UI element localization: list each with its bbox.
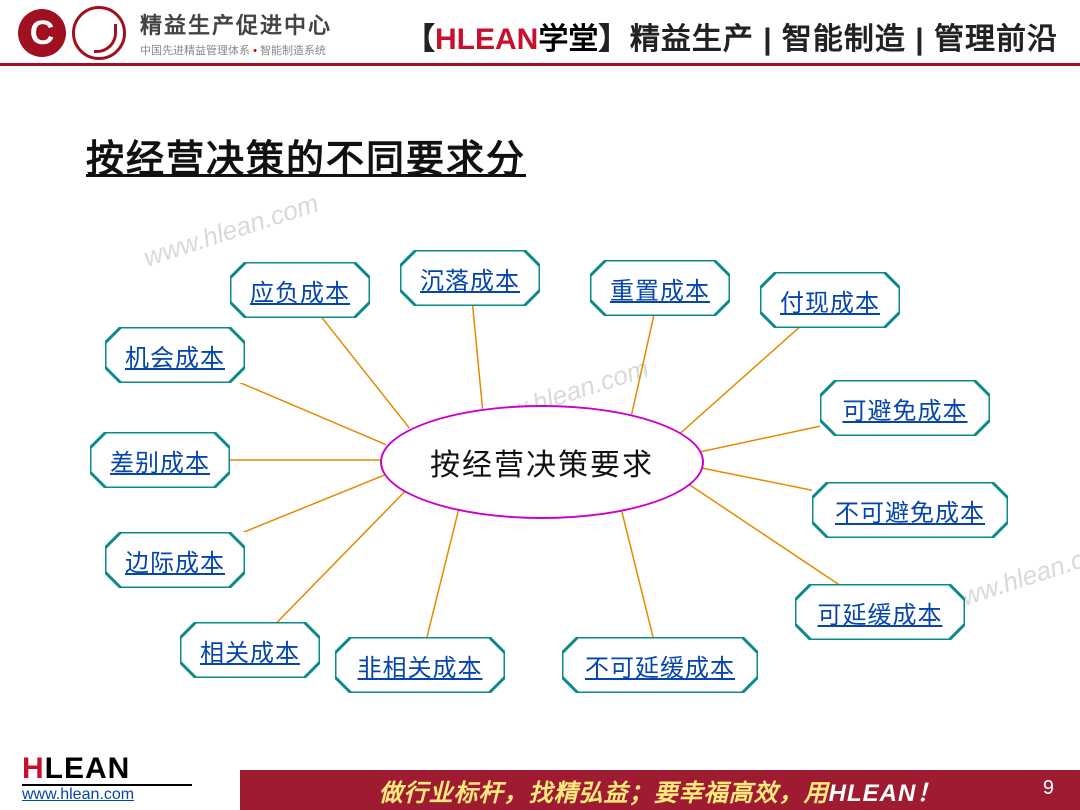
spoke-line	[632, 315, 654, 415]
org-sub: 中国先进精益管理体系 • 智能制造系统	[140, 42, 332, 58]
spoke-line	[270, 490, 407, 630]
cost-node-label: 应负成本	[242, 273, 358, 308]
spoke-line	[427, 507, 459, 637]
page-title: 按经营决策的不同要求分	[86, 128, 526, 183]
cost-node-n2: 沉落成本	[400, 250, 540, 306]
spoke-line	[621, 507, 653, 637]
page-number: 9	[1043, 777, 1054, 800]
cost-node-label: 可延缓成本	[810, 595, 951, 630]
header-right: 精益生产 | 智能制造 | 管理前沿	[630, 14, 1058, 58]
cost-node-label: 重置成本	[602, 271, 718, 306]
cost-node-label: 沉落成本	[412, 261, 528, 296]
cost-node-n3: 重置成本	[590, 260, 730, 316]
cost-node-n5: 机会成本	[105, 327, 245, 383]
org-text: 精益生产促进中心 中国先进精益管理体系 • 智能制造系统	[140, 8, 332, 58]
cost-node-n8: 不可避免成本	[812, 482, 1008, 538]
logo-ring-icon	[72, 6, 126, 60]
footer-bar: 做行业标杆，找精弘益；要幸福高效，用HLEAN！	[240, 770, 1080, 810]
cost-node-label: 差别成本	[102, 443, 218, 478]
slide: C 精益生产促进中心 中国先进精益管理体系 • 智能制造系统 【HLEAN学堂】…	[0, 0, 1080, 810]
header: C 精益生产促进中心 中国先进精益管理体系 • 智能制造系统 【HLEAN学堂】…	[0, 0, 1080, 66]
cost-node-label: 非相关成本	[350, 648, 491, 683]
cost-node-label: 相关成本	[192, 633, 308, 668]
cost-node-label: 可避免成本	[835, 391, 976, 426]
center-node-label: 按经营决策要求	[430, 440, 654, 484]
cost-node-label: 机会成本	[117, 338, 233, 373]
header-mid: 【HLEAN学堂】	[405, 14, 628, 58]
mindmap-diagram: 按经营决策要求 应负成本 沉落成本 重置成本 付现成本机会成本可避免成本差别成本不可避免…	[0, 200, 1080, 720]
cost-node-label: 付现成本	[772, 283, 888, 318]
org-main: 精益生产促进中心	[140, 8, 332, 40]
center-node: 按经营决策要求	[380, 405, 704, 519]
cost-node-label: 不可避免成本	[827, 493, 993, 528]
cost-node-n11: 相关成本	[180, 622, 320, 678]
spoke-line	[680, 319, 809, 434]
cost-node-n4: 付现成本	[760, 272, 900, 328]
cost-node-n1: 应负成本	[230, 262, 370, 318]
cost-node-n7: 差别成本	[90, 432, 230, 488]
footer: HLEAN www.hlean.com 做行业标杆，找精弘益；要幸福高效，用HL…	[0, 760, 1080, 810]
footer-logo: HLEAN www.hlean.com	[22, 752, 192, 804]
cost-node-n13: 不可延缓成本	[562, 637, 758, 693]
header-logo-block: C 精益生产促进中心 中国先进精益管理体系 • 智能制造系统	[18, 6, 332, 60]
cost-node-n10: 可延缓成本	[795, 584, 965, 640]
spoke-line	[473, 306, 483, 409]
cost-node-label: 边际成本	[117, 543, 233, 578]
cost-node-n9: 边际成本	[105, 532, 245, 588]
cost-node-label: 不可延缓成本	[577, 648, 743, 683]
logo-c-icon: C	[18, 9, 66, 57]
footer-url: www.hlean.com	[22, 786, 192, 804]
cost-node-n6: 可避免成本	[820, 380, 990, 436]
header-rule	[0, 63, 1080, 66]
cost-node-n12: 非相关成本	[335, 637, 505, 693]
footer-slogan: 做行业标杆，找精弘益；要幸福高效，用HLEAN！	[379, 773, 942, 808]
spoke-line	[317, 312, 409, 428]
